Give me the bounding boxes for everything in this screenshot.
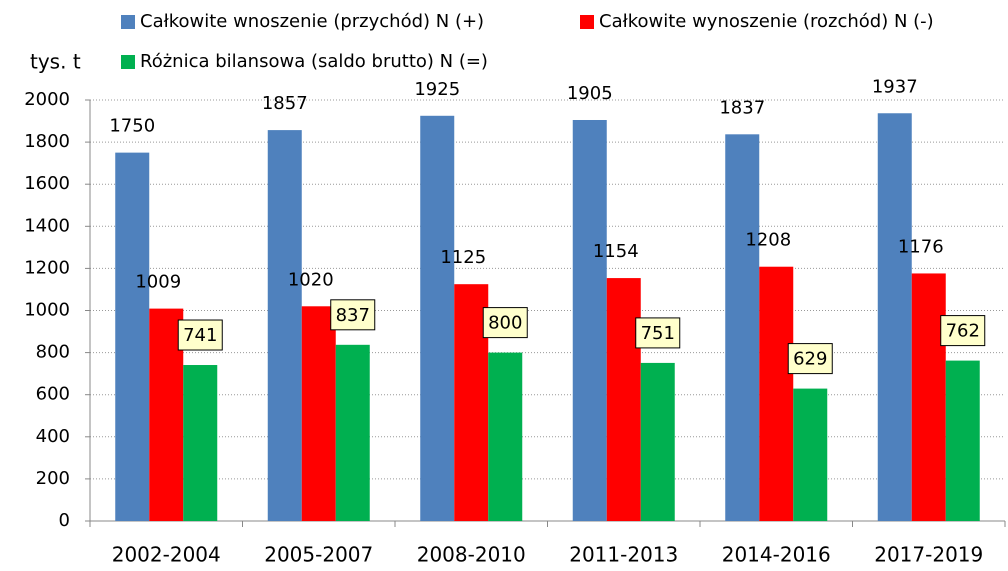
- data-label: 1176: [898, 236, 944, 257]
- bar: [420, 115, 455, 521]
- bar: [606, 278, 641, 521]
- data-label: 1009: [135, 272, 181, 293]
- data-label: 1937: [872, 76, 918, 97]
- y-tick-label: 0: [59, 510, 70, 531]
- data-label: 1125: [440, 247, 486, 268]
- data-label-box: [787, 343, 833, 375]
- y-axis-label: tys. t: [30, 50, 81, 74]
- bar: [149, 308, 184, 521]
- legend-swatch: [580, 15, 594, 29]
- bar: [572, 119, 607, 521]
- y-tick-label: 1400: [24, 215, 70, 236]
- data-label: 1857: [262, 93, 308, 114]
- bar: [335, 344, 370, 521]
- legend-label: Całkowite wynoszenie (rozchód) N (-): [599, 11, 934, 32]
- data-label: 1905: [567, 83, 613, 104]
- y-tick-label: 1800: [24, 131, 70, 152]
- bar: [183, 365, 218, 521]
- y-tick-label: 1600: [24, 173, 70, 194]
- x-tick-label: 2005-2007: [264, 543, 373, 567]
- x-tick-label: 2011-2013: [569, 543, 678, 567]
- bar: [640, 362, 675, 521]
- bar: [267, 130, 302, 521]
- data-label: 1154: [593, 241, 639, 262]
- data-label: 762: [946, 321, 980, 342]
- y-tick-label: 400: [36, 426, 70, 447]
- bar: [301, 306, 336, 521]
- bar: [877, 113, 912, 521]
- data-label-box: [635, 317, 681, 349]
- bar: [725, 134, 760, 521]
- x-tick-label: 2008-2010: [417, 543, 526, 567]
- legend-label: Różnica bilansowa (saldo brutto) N (=): [140, 51, 488, 72]
- legend-swatch: [121, 15, 135, 29]
- data-label-box: [482, 307, 528, 339]
- x-tick-label: 2014-2016: [722, 543, 831, 567]
- bar: [759, 266, 794, 521]
- data-label: 629: [793, 349, 827, 370]
- data-label: 1208: [745, 230, 791, 251]
- x-tick-label: 2002-2004: [112, 543, 221, 567]
- bar: [454, 284, 489, 521]
- bar: [115, 152, 150, 521]
- data-label-box: [330, 299, 376, 331]
- data-label: 1837: [719, 97, 765, 118]
- x-tick-label: 2017-2019: [874, 543, 983, 567]
- bar: [945, 360, 980, 521]
- y-tick-label: 800: [36, 342, 70, 363]
- bar: [488, 352, 523, 521]
- data-label-box: [177, 319, 223, 351]
- y-tick-label: 1200: [24, 257, 70, 278]
- bar: [911, 273, 946, 521]
- y-tick-label: 1000: [24, 300, 70, 321]
- y-tick-label: 600: [36, 384, 70, 405]
- data-label-box: [940, 315, 986, 347]
- legend-swatch: [121, 55, 135, 69]
- y-tick-label: 2000: [24, 89, 70, 110]
- data-label: 1750: [109, 116, 155, 137]
- legend-label: Całkowite wnoszenie (przychód) N (+): [140, 11, 484, 32]
- y-tick-label: 200: [36, 468, 70, 489]
- data-label: 837: [336, 305, 370, 326]
- data-label: 741: [183, 325, 217, 346]
- data-label: 751: [641, 323, 675, 344]
- bar: [793, 388, 828, 521]
- data-label: 800: [488, 313, 522, 334]
- data-label: 1925: [414, 79, 460, 100]
- data-label: 1020: [288, 269, 334, 290]
